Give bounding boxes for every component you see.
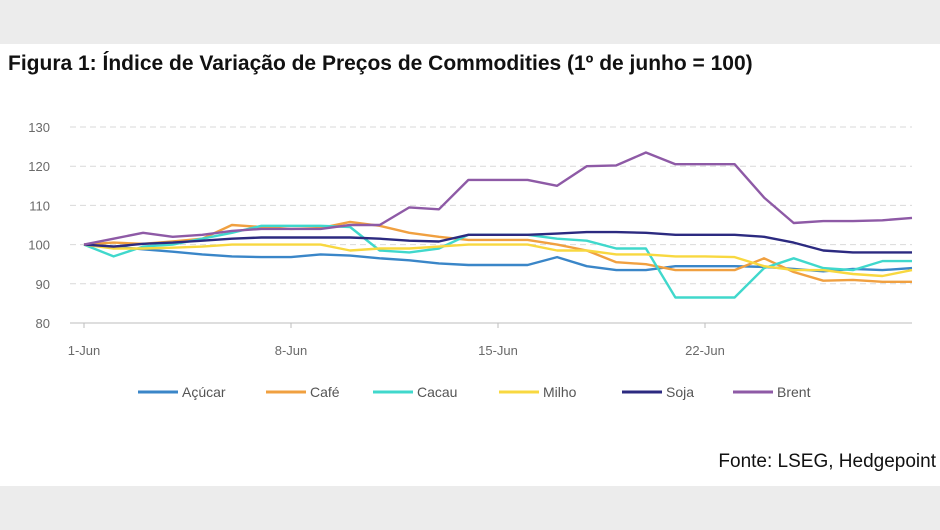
series-line-acucar <box>83 243 913 273</box>
x-tick-label: 22-Jun <box>685 343 725 358</box>
y-tick-label: 120 <box>28 159 50 174</box>
y-tick-label: 90 <box>36 277 50 292</box>
legend-label-milho: Milho <box>543 384 577 400</box>
x-axis <box>70 322 912 328</box>
y-axis: 80 90 100 110 120 130 <box>28 120 50 331</box>
x-tick-label: 8-Jun <box>275 343 308 358</box>
series-line-cafe <box>83 220 912 283</box>
series-line-soja <box>83 230 912 254</box>
chart-source: Fonte: LSEG, Hedgepoint <box>718 451 936 472</box>
y-tick-label: 110 <box>29 198 50 213</box>
y-tick-label: 80 <box>36 316 50 331</box>
series-line-milho <box>83 243 913 278</box>
legend-label-soja: Soja <box>666 384 694 400</box>
x-tick-label: 1-Jun <box>68 343 101 358</box>
y-tick-label: 100 <box>28 238 50 253</box>
x-tick-label: 15-Jun <box>478 343 518 358</box>
series-line-cacau <box>83 224 912 299</box>
legend: Açúcar Café Cacau Milho Soja Brent <box>138 384 811 400</box>
legend-label-cafe: Café <box>310 384 340 400</box>
x-tick-labels: 1-Jun 8-Jun 15-Jun 22-Jun <box>68 343 725 358</box>
legend-label-cacau: Cacau <box>417 384 457 400</box>
series-line-brent <box>83 151 913 246</box>
y-tick-label: 130 <box>28 120 50 135</box>
chart-title: Figura 1: Índice de Variação de Preços d… <box>8 52 753 75</box>
legend-label-acucar: Açúcar <box>182 384 226 400</box>
series-lines <box>83 151 913 299</box>
legend-label-brent: Brent <box>777 384 811 400</box>
